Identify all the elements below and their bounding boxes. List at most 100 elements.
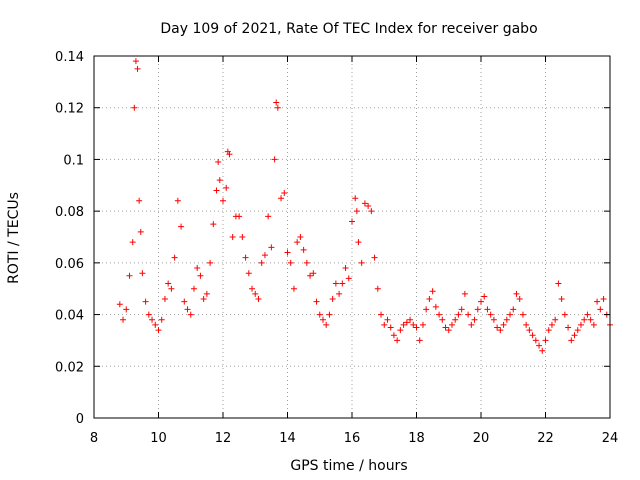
data-point: [332, 280, 339, 287]
data-point: [458, 306, 465, 313]
data-point: [419, 321, 426, 328]
data-point: [539, 347, 546, 354]
data-point: [510, 306, 517, 313]
data-point: [271, 156, 278, 163]
data-point: [329, 296, 336, 303]
data-point: [239, 234, 246, 240]
data-point: [490, 316, 497, 323]
data-point: [368, 208, 375, 215]
data-point: [597, 306, 604, 313]
data-point: [452, 316, 459, 323]
data-point: [223, 184, 230, 191]
y-tick-label: 0.14: [55, 50, 84, 65]
data-point: [190, 285, 197, 292]
data-point: [165, 280, 172, 287]
data-point: [161, 296, 168, 303]
data-point: [503, 316, 510, 323]
data-point: [413, 324, 420, 331]
data-point: [555, 280, 562, 287]
data-point: [432, 303, 439, 310]
x-tick-label: 12: [215, 431, 232, 446]
y-tick-label: 0: [76, 412, 84, 427]
data-point: [249, 285, 256, 292]
data-point: [474, 306, 481, 313]
data-point: [145, 311, 152, 318]
data-point: [184, 306, 191, 313]
data-point: [378, 311, 385, 318]
data-point: [536, 342, 543, 349]
data-point: [139, 270, 146, 277]
data-point: [548, 321, 555, 328]
data-point: [274, 104, 281, 111]
data-point: [478, 298, 484, 305]
data-point: [587, 316, 594, 323]
y-axis-label: ROTI / TECUs: [6, 192, 22, 284]
data-point: [523, 321, 530, 328]
data-point: [216, 177, 223, 184]
data-point: [152, 321, 159, 328]
data-point: [258, 259, 265, 266]
data-point: [290, 285, 297, 292]
data-point: [381, 321, 388, 328]
data-point: [310, 270, 317, 277]
data-point: [220, 197, 226, 204]
data-point: [207, 259, 214, 266]
data-point: [568, 337, 575, 344]
data-point: [300, 246, 307, 253]
data-point: [261, 252, 268, 259]
data-point: [187, 311, 194, 318]
data-point: [581, 316, 588, 323]
x-tick-label: 24: [602, 431, 619, 446]
data-point: [210, 221, 217, 228]
data-point: [178, 223, 185, 230]
data-point: [303, 259, 310, 266]
data-point: [126, 272, 133, 279]
x-tick-label: 8: [90, 431, 98, 446]
data-point: [242, 254, 249, 261]
data-point: [284, 249, 291, 256]
data-point: [200, 296, 207, 303]
data-point: [155, 327, 162, 334]
data-point: [236, 213, 243, 220]
data-point: [542, 337, 549, 344]
data-point: [429, 288, 436, 295]
data-point: [484, 306, 491, 313]
data-point: [565, 324, 572, 331]
data-point: [137, 228, 144, 235]
data-point: [600, 296, 607, 303]
x-tick-label: 10: [150, 431, 167, 446]
data-point: [297, 234, 304, 240]
data-point: [426, 296, 433, 303]
data-point: [136, 197, 143, 204]
data-point: [445, 327, 452, 334]
data-point: [116, 301, 123, 308]
grid-layer: [94, 56, 610, 418]
y-tick-label: 0.12: [55, 102, 84, 117]
data-point: [252, 290, 259, 297]
data-point: [423, 306, 430, 313]
points-layer: [116, 58, 613, 354]
data-point: [349, 218, 355, 225]
data-point: [361, 200, 368, 207]
data-point: [342, 265, 349, 272]
data-point: [516, 296, 523, 303]
data-point: [158, 316, 165, 323]
x-axis-label: GPS time / hours: [290, 458, 407, 474]
data-point: [142, 298, 149, 305]
data-point: [336, 290, 343, 297]
data-point: [352, 195, 359, 202]
data-point: [278, 195, 285, 202]
plot-frame: [93, 55, 611, 419]
y-tick-label: 0.08: [55, 205, 84, 220]
data-point: [497, 327, 504, 334]
data-point: [120, 316, 127, 323]
data-point: [439, 316, 446, 323]
data-point: [181, 298, 188, 305]
data-point: [123, 306, 130, 313]
data-point: [500, 321, 507, 328]
data-point: [387, 324, 394, 331]
y-tick-label: 0.1: [63, 153, 84, 168]
data-point: [353, 208, 360, 215]
data-point: [545, 327, 552, 334]
data-point: [365, 202, 372, 209]
